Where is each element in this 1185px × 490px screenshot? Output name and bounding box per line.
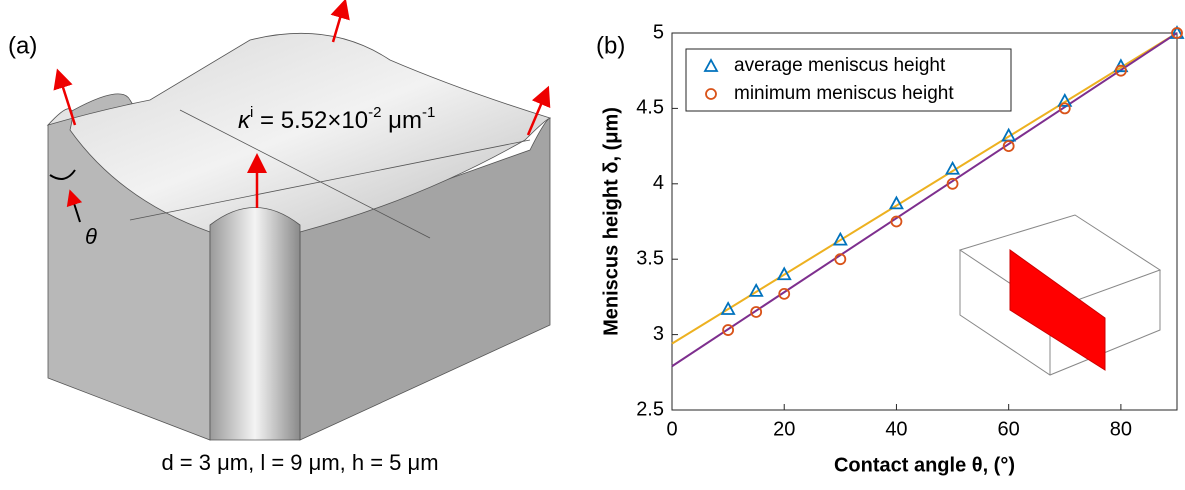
y-tick-label: 4.5 — [636, 97, 664, 119]
circle-marker — [778, 287, 791, 300]
circle-marker — [834, 253, 847, 266]
y-axis-label: Meniscus height δ, (μm) — [600, 107, 622, 336]
circle-marker — [722, 324, 735, 336]
y-tick-label: 3 — [653, 323, 664, 345]
curvature-part: κ — [238, 107, 252, 134]
triangle-marker — [776, 266, 792, 281]
legend-label: average meniscus height — [734, 55, 946, 76]
triangle-marker — [832, 231, 848, 246]
circle-marker — [946, 177, 959, 190]
panel-label: (a) — [8, 32, 37, 59]
circle-marker — [705, 88, 717, 100]
panel-a-render — [46, 0, 552, 441]
x-axis-label: Contact angle θ, (°) — [834, 454, 1015, 476]
triangle-marker — [1057, 92, 1073, 107]
triangle-marker — [888, 195, 904, 210]
triangle-marker — [748, 282, 764, 297]
curvature-part: μm — [381, 107, 422, 134]
x-tick-label: 0 — [666, 418, 677, 440]
x-tick-label: 80 — [1110, 418, 1132, 440]
circle-marker — [1002, 140, 1015, 153]
y-tick-label: 4 — [653, 172, 664, 194]
theta-label: θ — [85, 224, 97, 249]
circle-marker — [1058, 102, 1071, 115]
curvature-part: i — [250, 104, 253, 121]
circle-marker — [1171, 27, 1183, 39]
triangle-marker — [945, 160, 961, 175]
curvature-part: = 5.52×10 — [253, 107, 368, 134]
triangle-marker — [720, 301, 736, 315]
plot-frame — [671, 32, 1178, 411]
circle-marker — [1114, 64, 1127, 77]
triangle-marker — [703, 58, 719, 72]
curvature-part: -2 — [368, 104, 381, 121]
dimensions-caption: d = 3 μm, l = 9 μm, h = 5 μm — [161, 450, 438, 475]
legend-box — [685, 48, 1012, 112]
circle-marker — [890, 215, 903, 228]
y-tick-label: 2.5 — [636, 398, 664, 420]
panel-label: (b) — [596, 32, 625, 59]
y-tick-label: 5 — [653, 21, 664, 43]
x-tick-label: 20 — [773, 418, 795, 440]
curvature-part: -1 — [422, 104, 435, 121]
circle-marker — [750, 306, 763, 318]
inset — [958, 214, 1162, 376]
x-tick-label: 40 — [885, 418, 907, 440]
fit-line — [671, 32, 1178, 345]
y-tick-label: 3.5 — [636, 247, 664, 269]
legend-label: minimum meniscus height — [734, 83, 954, 104]
x-tick-label: 60 — [998, 418, 1020, 440]
fit-line — [671, 32, 1178, 368]
curvature-label: κi = 5.52×10-2 μm-1 — [238, 104, 435, 134]
